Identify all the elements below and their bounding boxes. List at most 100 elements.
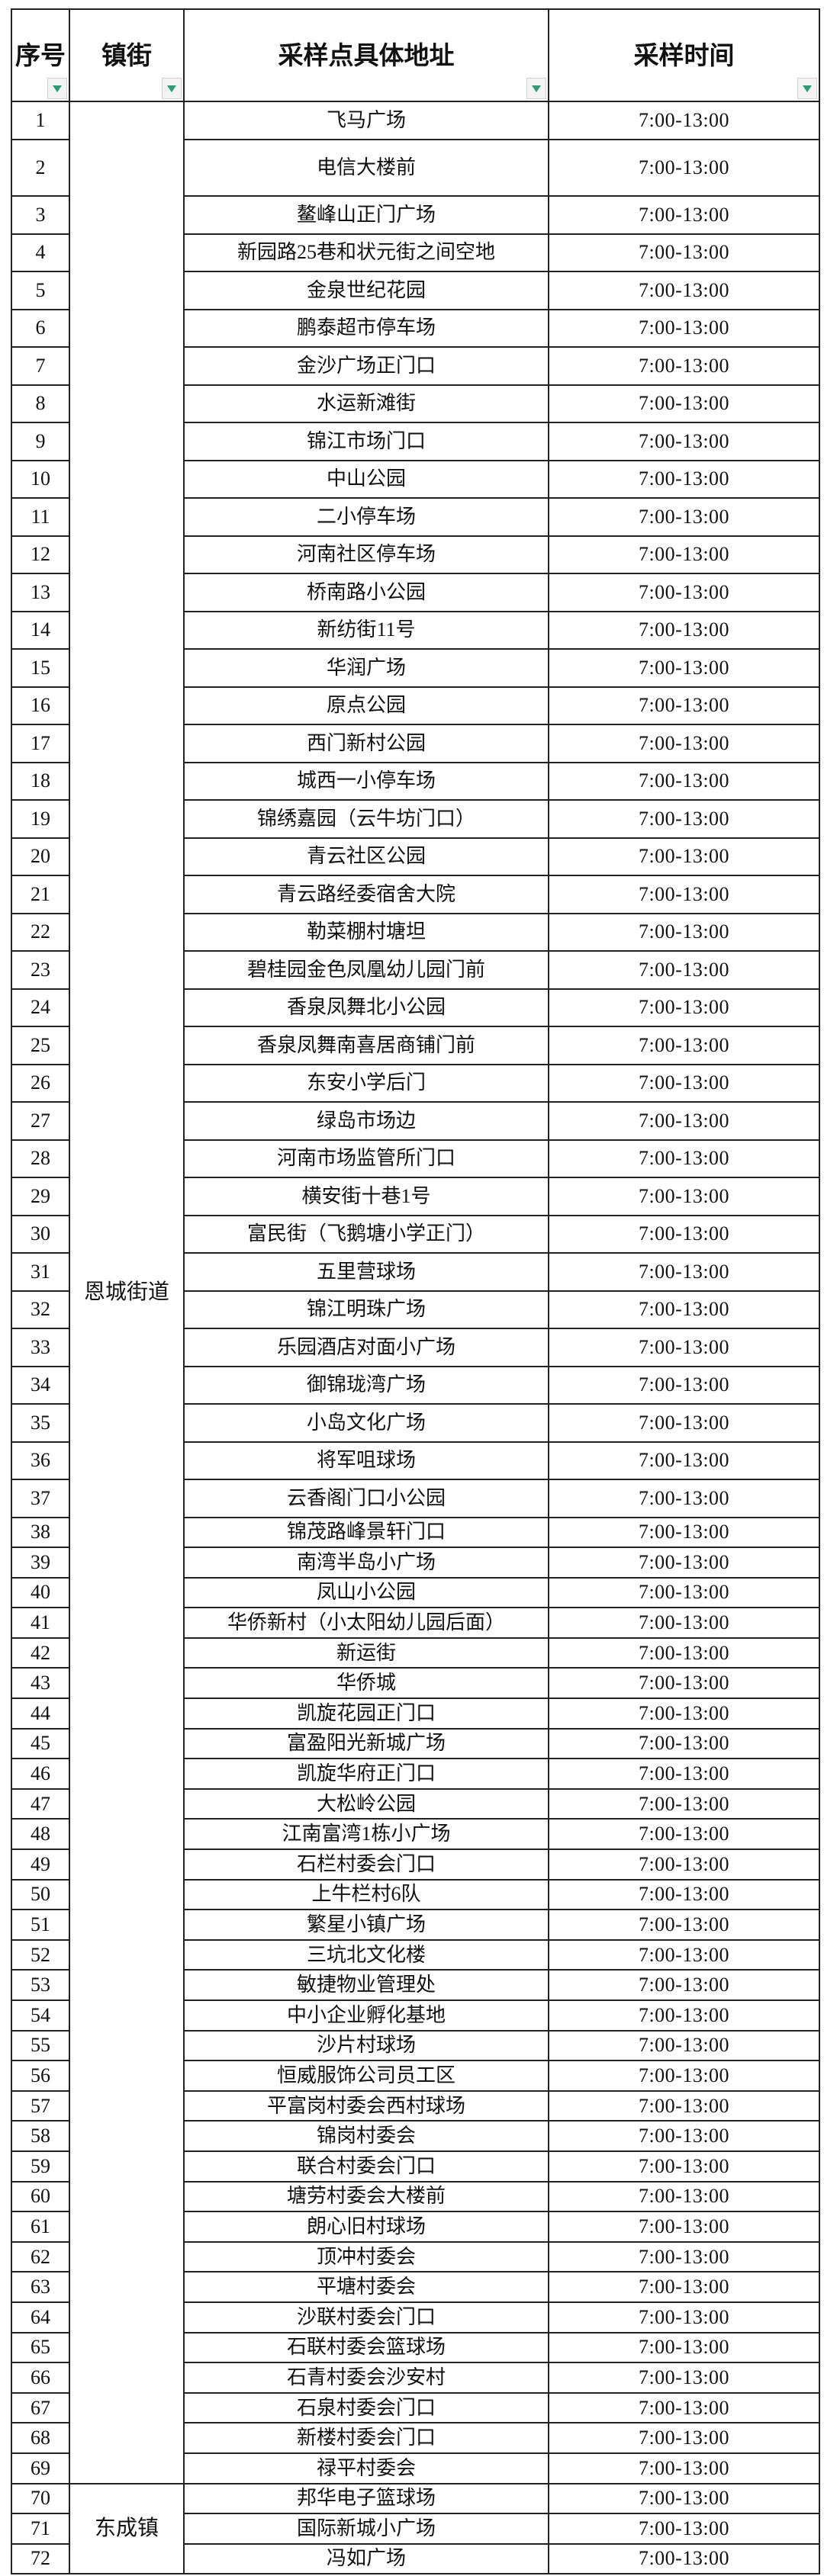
time-cell: 7:00-13:00: [548, 2482, 820, 2515]
address-cell: 西门新村公园: [183, 724, 549, 763]
address-cell: 石联村委会篮球场: [183, 2331, 549, 2364]
address-cell: 凤山小公园: [183, 1576, 549, 1609]
time-cell: 7:00-13:00: [548, 1479, 820, 1518]
time-cell: 7:00-13:00: [548, 1698, 820, 1730]
row-number: 9: [11, 422, 70, 461]
filter-dropdown-icon[interactable]: [162, 78, 182, 99]
filter-dropdown-icon[interactable]: [797, 78, 817, 99]
time-cell: 7:00-13:00: [548, 1403, 820, 1443]
address-cell: 敏捷物业管理处: [183, 1969, 549, 2001]
address-cell: 沙联村委会门口: [183, 2301, 549, 2333]
time-cell: 7:00-13:00: [548, 761, 820, 801]
sampling-sites-table: 序号 镇街 采样点具体地址 采样时间 1 恩城街道 飞马广场 7:00-13:00 2 电…: [11, 8, 820, 2575]
row-number: 34: [11, 1365, 70, 1405]
time-cell: 7:00-13:00: [548, 1252, 820, 1292]
time-cell: 7:00-13:00: [548, 1758, 820, 1790]
filter-dropdown-icon[interactable]: [526, 78, 546, 99]
address-cell: 新楼村委会门口: [183, 2422, 549, 2454]
time-cell: 7:00-13:00: [548, 139, 820, 197]
table-row: 20 青云社区公园 7:00-13:00: [11, 837, 820, 876]
time-cell: 7:00-13:00: [548, 648, 820, 688]
row-number: 48: [11, 1818, 70, 1851]
table-row: 28 河南市场监管所门口 7:00-13:00: [11, 1139, 820, 1178]
table-row: 58 锦岗村委会 7:00-13:00: [11, 2120, 820, 2152]
address-cell: 电信大楼前: [183, 139, 549, 197]
time-cell: 7:00-13:00: [548, 497, 820, 537]
address-cell: 富盈阳光新城广场: [183, 1727, 549, 1760]
address-cell: 水运新滩街: [183, 384, 549, 423]
row-number: 56: [11, 2060, 70, 2092]
row-number: 43: [11, 1667, 70, 1700]
address-cell: 朗心旧村球场: [183, 2211, 549, 2243]
time-cell: 7:00-13:00: [548, 912, 820, 952]
time-cell: 7:00-13:00: [548, 308, 820, 348]
address-cell: 石泉村委会门口: [183, 2391, 549, 2424]
address-cell: 顶冲村委会: [183, 2240, 549, 2273]
header-time: 采样时间: [548, 8, 820, 102]
row-number: 49: [11, 1848, 70, 1881]
address-cell: 飞马广场: [183, 101, 549, 140]
table-row: 50 上牛栏村6队 7:00-13:00: [11, 1878, 820, 1911]
address-cell: 香泉凤舞南喜居商铺门前: [183, 1026, 549, 1065]
time-cell: 7:00-13:00: [548, 195, 820, 235]
time-cell: 7:00-13:00: [548, 950, 820, 990]
table-row: 40 凤山小公园 7:00-13:00: [11, 1576, 820, 1609]
address-cell: 三坑北文化楼: [183, 1938, 549, 1971]
filter-dropdown-icon[interactable]: [47, 78, 67, 99]
row-number: 55: [11, 2029, 70, 2062]
time-cell: 7:00-13:00: [548, 1290, 820, 1329]
row-number: 32: [11, 1290, 70, 1329]
time-cell: 7:00-13:00: [548, 1101, 820, 1141]
time-cell: 7:00-13:00: [548, 1139, 820, 1178]
address-cell: 锦江明珠广场: [183, 1290, 549, 1329]
row-number: 59: [11, 2150, 70, 2183]
time-cell: 7:00-13:00: [548, 573, 820, 612]
table-row: 33 乐园酒店对面小广场 7:00-13:00: [11, 1328, 820, 1367]
row-number: 33: [11, 1328, 70, 1367]
address-cell: 联合村委会门口: [183, 2150, 549, 2183]
table-row: 49 石栏村委会门口 7:00-13:00: [11, 1848, 820, 1881]
time-cell: 7:00-13:00: [548, 1063, 820, 1103]
table-row: 30 富民街（飞鹅塘小学正门） 7:00-13:00: [11, 1214, 820, 1254]
row-number: 27: [11, 1101, 70, 1141]
time-cell: 7:00-13:00: [548, 837, 820, 876]
row-number: 5: [11, 271, 70, 310]
table-row: 22 勒菜棚村塘坦 7:00-13:00: [11, 912, 820, 952]
table-row: 26 东安小学后门 7:00-13:00: [11, 1063, 820, 1103]
address-cell: 华侨新村（小太阳幼儿园后面）: [183, 1607, 549, 1639]
address-cell: 碧桂园金色凤凰幼儿园门前: [183, 950, 549, 990]
table-row: 24 香泉凤舞北小公园 7:00-13:00: [11, 988, 820, 1027]
address-cell: 华润广场: [183, 648, 549, 688]
address-cell: 石青村委会沙安村: [183, 2362, 549, 2394]
address-cell: 鹏泰超市停车场: [183, 308, 549, 348]
row-number: 72: [11, 2542, 70, 2575]
table-row: 46 凯旋华府正门口 7:00-13:00: [11, 1758, 820, 1790]
time-cell: 7:00-13:00: [548, 610, 820, 650]
row-number: 19: [11, 799, 70, 839]
row-number: 50: [11, 1878, 70, 1911]
table-row: 63 平塘村委会 7:00-13:00: [11, 2271, 820, 2303]
address-cell: 勒菜棚村塘坦: [183, 912, 549, 952]
row-number: 1: [11, 101, 70, 140]
row-number: 20: [11, 837, 70, 876]
header-no: 序号: [11, 8, 70, 102]
time-cell: 7:00-13:00: [548, 1365, 820, 1405]
time-cell: 7:00-13:00: [548, 2362, 820, 2394]
address-cell: 新园路25巷和状元街之间空地: [183, 233, 549, 272]
header-address: 采样点具体地址: [183, 8, 549, 102]
time-cell: 7:00-13:00: [548, 2211, 820, 2243]
row-number: 44: [11, 1698, 70, 1730]
address-cell: 河南社区停车场: [183, 535, 549, 574]
time-cell: 7:00-13:00: [548, 2391, 820, 2424]
time-cell: 7:00-13:00: [548, 2150, 820, 2183]
row-number: 71: [11, 2513, 70, 2545]
table-row: 9 锦江市场门口 7:00-13:00: [11, 422, 820, 461]
time-cell: 7:00-13:00: [548, 1026, 820, 1065]
address-cell: 国际新城小广场: [183, 2513, 549, 2545]
address-cell: 华侨城: [183, 1667, 549, 1700]
table-row: 27 绿岛市场边 7:00-13:00: [11, 1101, 820, 1141]
time-cell: 7:00-13:00: [548, 724, 820, 763]
row-number: 13: [11, 573, 70, 612]
table-row: 69 禄平村委会 7:00-13:00: [11, 2452, 820, 2484]
time-cell: 7:00-13:00: [548, 233, 820, 272]
